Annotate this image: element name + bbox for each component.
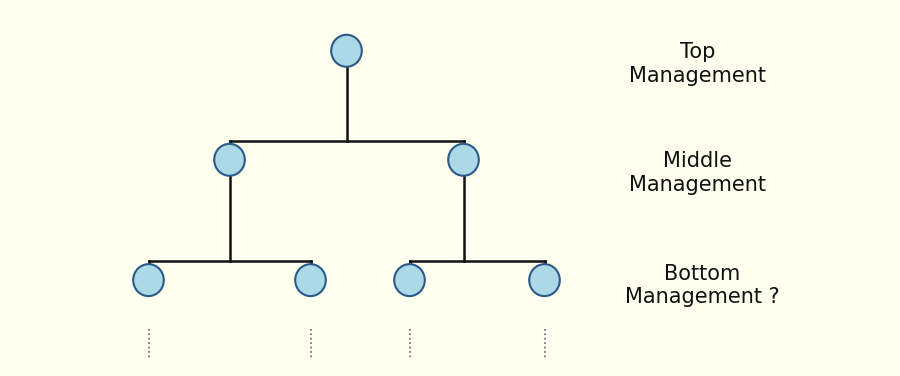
- Text: Middle
Management: Middle Management: [629, 152, 766, 194]
- Ellipse shape: [448, 144, 479, 176]
- Text: Bottom
Management ?: Bottom Management ?: [625, 264, 779, 307]
- Ellipse shape: [214, 144, 245, 176]
- Text: Top
Management: Top Management: [629, 42, 766, 85]
- Ellipse shape: [331, 35, 362, 67]
- Ellipse shape: [529, 264, 560, 296]
- Ellipse shape: [133, 264, 164, 296]
- Ellipse shape: [394, 264, 425, 296]
- Ellipse shape: [295, 264, 326, 296]
